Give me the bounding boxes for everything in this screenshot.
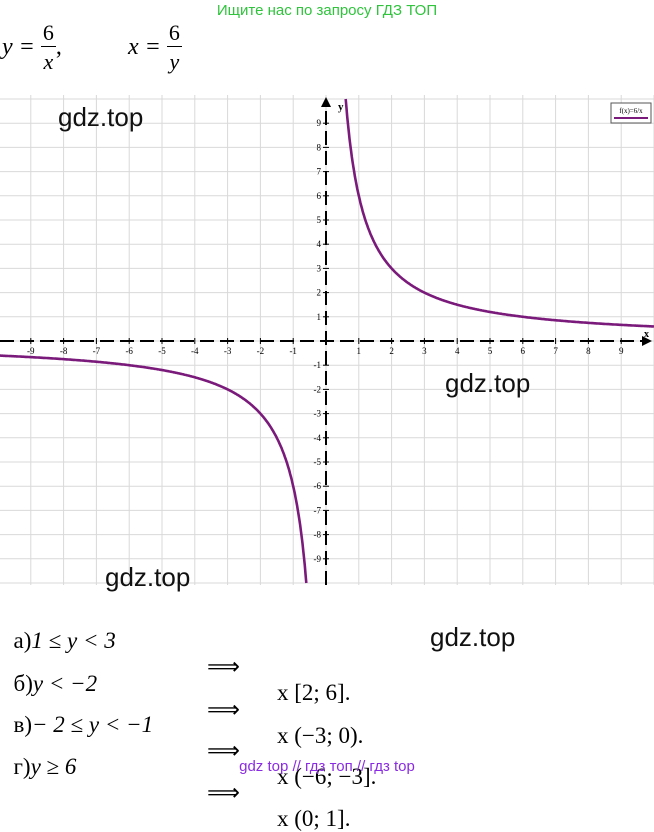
answer-result: x (−3; 0). [277,723,364,748]
top-banner: Ищите нас по запросу ГДЗ ТОП [216,2,438,19]
function-graph: x y -9 -8 -7 -6 -5 -4 -3 -2 -1 1 2 3 4 5 6 7 8 9 9 8 7 6 5 4 3 2 1 -1… [0,95,654,585]
implies-arrow: ⟹ [207,780,240,805]
answer-result: x (0; 1]. [277,806,351,831]
answer-a: а)1 ≤ y < 3 ⟹ x [2; 6]. [2,602,351,706]
x-tick-label: 2 [389,346,394,356]
x-tick-label: 1 [357,346,362,356]
x-axis-arrow [642,336,652,346]
y-tick-label: -5 [314,457,322,467]
y-tick-label: -9 [314,554,322,564]
formula-lhs: x = [128,34,161,60]
y-tick-label: -4 [314,433,322,443]
answer-condition: 1 ≤ y < 3 [31,628,116,653]
implies-arrow: ⟹ [207,738,240,763]
curve-branch-negative [0,354,308,584]
x-tick-label: 6 [521,346,526,356]
fraction-numerator: 6 [166,20,182,47]
y-tick-label: 6 [317,191,322,201]
fraction-numerator: 6 [40,20,56,47]
x-tick-label: 4 [455,346,460,356]
x-tick-label: -4 [191,346,199,356]
x-tick-label: 5 [488,346,493,356]
answer-label: а) [13,628,32,653]
fraction: 6 x [40,20,56,74]
formula-lhs: y = [2,34,35,60]
x-tick-label: 7 [553,346,558,356]
y-tick-label: -3 [314,409,322,419]
watermark: gdz.top [445,368,531,398]
answer-label: г) [13,754,31,779]
y-tick-label: 8 [317,142,322,152]
formula-x-equals: x = 6 y [128,22,182,73]
answer-label: б) [13,671,33,696]
y-tick-label: -8 [314,530,322,540]
x-tick-label: 3 [422,346,427,356]
answer-condition: − 2 ≤ y < −1 [32,712,154,737]
formula-comma: , [55,34,62,60]
x-tick-label: -5 [158,346,166,356]
answer-b: б)y < −2 ⟹ x (−3; 0). [2,645,364,749]
y-tick-label: 7 [317,167,322,177]
x-tick-label: -1 [289,346,297,356]
footer-watermark: gdz top // гдз топ // гдз top [239,758,415,775]
x-tick-label: -6 [125,346,133,356]
x-tick-label: 8 [586,346,591,356]
y-tick-label: 3 [317,263,322,273]
x-tick-label: 9 [619,346,624,356]
y-tick-label: -6 [314,481,322,491]
watermark: gdz.top [430,622,516,652]
answer-condition: y < −2 [32,671,98,696]
fraction: 6 y [166,20,182,74]
x-tick-label: -8 [60,346,68,356]
implies-arrow: ⟹ [207,697,240,722]
y-tick-label: 4 [317,239,322,249]
curve-branch-positive [344,98,654,328]
answer-d: г)y ≥ 6 ⟹ x (0; 1]. [2,728,351,832]
x-axis-label: x [644,329,649,340]
formula-y-equals: y = 6 x , [2,22,62,73]
answer-result: x [2; 6]. [277,680,351,705]
y-tick-label: 2 [317,288,322,298]
answer-condition: y ≥ 6 [30,754,77,779]
fraction-denominator: x [43,49,54,74]
x-tick-label: -9 [27,346,35,356]
answer-label: в) [13,712,33,737]
y-tick-label: 5 [317,215,322,225]
y-tick-label: -7 [314,505,322,515]
y-axis-label: y [338,101,344,113]
y-tick-label: -1 [314,360,322,370]
watermark: gdz.top [105,562,191,592]
legend-label: f(x)=6/x [619,107,643,115]
y-tick-label: 9 [317,118,322,128]
x-tick-label: -3 [224,346,232,356]
y-axis-arrow [321,97,331,107]
y-tick-label: -2 [314,384,322,394]
y-tick-label: 1 [317,312,322,322]
x-tick-label: -2 [257,346,265,356]
watermark: gdz.top [58,102,144,132]
fraction-denominator: y [169,49,180,74]
implies-arrow: ⟹ [207,654,240,679]
x-tick-label: -7 [93,346,101,356]
